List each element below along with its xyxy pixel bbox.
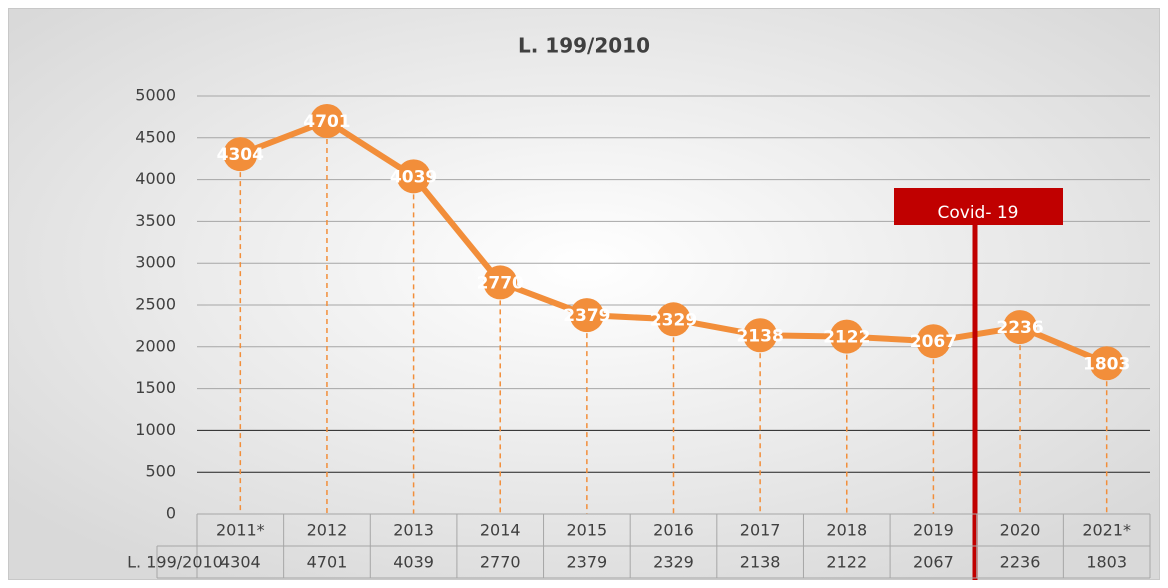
point-marker bbox=[1089, 346, 1124, 381]
y-tick-label: 500 bbox=[145, 462, 176, 481]
data-label: 2138 bbox=[736, 326, 783, 346]
data-label: 4039 bbox=[390, 167, 437, 187]
chart-frame bbox=[8, 8, 1160, 580]
y-tick-label: 4500 bbox=[135, 127, 176, 146]
point-marker bbox=[569, 298, 604, 333]
x-tick-label: 2020 bbox=[1000, 521, 1041, 540]
x-tick-label: 2016 bbox=[653, 521, 694, 540]
data-label: 2329 bbox=[650, 310, 697, 330]
table-value: 2379 bbox=[567, 553, 608, 572]
data-label: 2067 bbox=[910, 332, 957, 352]
table-value: 4701 bbox=[307, 553, 348, 572]
point-marker bbox=[916, 324, 951, 359]
table-value: 2236 bbox=[1000, 553, 1041, 572]
x-tick-label: 2021* bbox=[1082, 521, 1131, 540]
data-label: 2379 bbox=[563, 306, 610, 326]
y-tick-label: 0 bbox=[166, 504, 176, 523]
y-tick-label: 4000 bbox=[135, 169, 176, 188]
x-tick-label: 2015 bbox=[567, 521, 608, 540]
data-label: 2770 bbox=[477, 273, 524, 293]
table-value: 4039 bbox=[393, 553, 434, 572]
y-tick-label: 2500 bbox=[135, 295, 176, 314]
data-label: 4701 bbox=[303, 112, 350, 132]
x-tick-label: 2018 bbox=[826, 521, 867, 540]
table-value: 2067 bbox=[913, 553, 954, 572]
y-tick-label: 5000 bbox=[135, 86, 176, 105]
table-value: 2138 bbox=[740, 553, 781, 572]
point-marker bbox=[223, 137, 258, 172]
point-marker bbox=[1003, 310, 1038, 345]
point-marker bbox=[309, 103, 344, 138]
data-label: 2236 bbox=[996, 318, 1043, 338]
x-tick-label: 2017 bbox=[740, 521, 781, 540]
annotation-box bbox=[894, 188, 1063, 225]
data-label: 4304 bbox=[217, 145, 264, 165]
point-marker bbox=[829, 319, 864, 354]
x-tick-label: 2013 bbox=[393, 521, 434, 540]
y-tick-label: 3500 bbox=[135, 211, 176, 230]
annotation-text: Covid- 19 bbox=[937, 203, 1018, 223]
legend-label: L. 199/2010 bbox=[127, 553, 223, 572]
data-label: 1803 bbox=[1083, 354, 1130, 374]
x-tick-label: 2014 bbox=[480, 521, 521, 540]
y-tick-label: 1500 bbox=[135, 378, 176, 397]
point-marker bbox=[656, 302, 691, 337]
point-marker bbox=[483, 265, 518, 300]
x-tick-label: 2011* bbox=[216, 521, 265, 540]
table-value: 2770 bbox=[480, 553, 521, 572]
x-tick-label: 2019 bbox=[913, 521, 954, 540]
x-tick-label: 2012 bbox=[307, 521, 348, 540]
data-label: 2122 bbox=[823, 328, 870, 348]
table-value: 4304 bbox=[220, 553, 261, 572]
chart-title: L. 199/2010 bbox=[518, 34, 650, 58]
y-tick-label: 2000 bbox=[135, 336, 176, 355]
point-marker bbox=[396, 159, 431, 194]
table-value: 1803 bbox=[1086, 553, 1127, 572]
table-value: 2329 bbox=[653, 553, 694, 572]
y-tick-label: 3000 bbox=[135, 253, 176, 272]
y-tick-label: 1000 bbox=[135, 420, 176, 439]
table-value: 2122 bbox=[826, 553, 867, 572]
point-marker bbox=[743, 318, 778, 353]
